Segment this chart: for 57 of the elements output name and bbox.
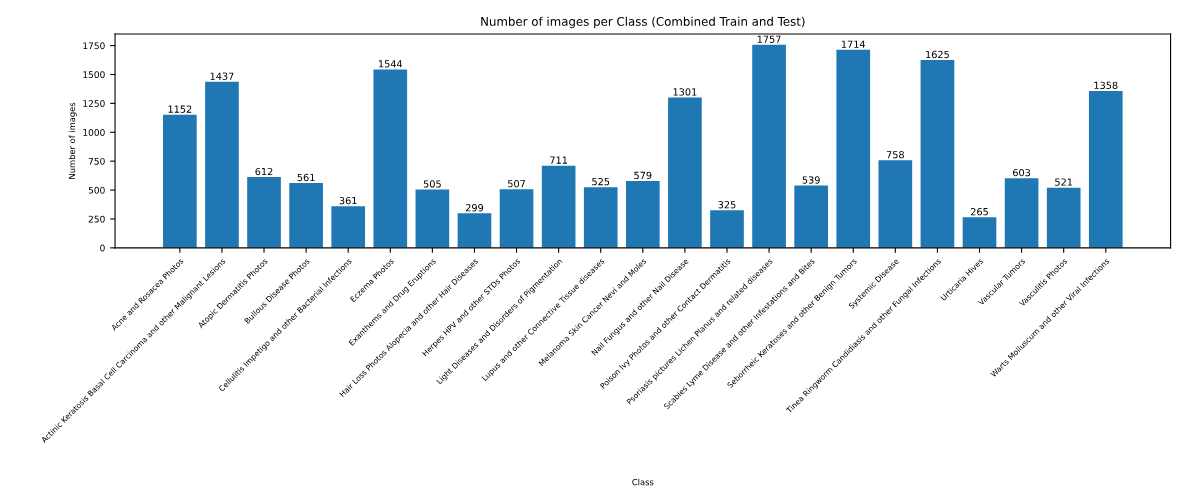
bar bbox=[457, 213, 492, 248]
data-label: 579 bbox=[634, 171, 652, 180]
x-axis-title: Class bbox=[632, 478, 654, 486]
bar bbox=[373, 69, 408, 248]
bar bbox=[205, 81, 239, 248]
data-label: 299 bbox=[465, 204, 484, 212]
data-label: 361 bbox=[339, 196, 357, 205]
y-tick-label: 1750 bbox=[83, 42, 105, 50]
bar bbox=[331, 206, 366, 248]
bar bbox=[878, 160, 913, 248]
bar bbox=[289, 183, 323, 248]
y-tick-label: 250 bbox=[88, 215, 105, 223]
y-tick-label: 1250 bbox=[83, 100, 105, 107]
bar bbox=[794, 185, 828, 248]
bar bbox=[1046, 187, 1081, 248]
data-label: 1714 bbox=[841, 40, 866, 48]
data-label: 521 bbox=[1055, 178, 1073, 186]
bar bbox=[1088, 90, 1123, 248]
y-tick-label: 1000 bbox=[83, 129, 105, 136]
data-label: 1625 bbox=[926, 50, 949, 59]
bar bbox=[962, 217, 997, 248]
bar bbox=[583, 187, 618, 248]
data-label: 603 bbox=[1012, 168, 1031, 177]
bar bbox=[625, 180, 660, 248]
data-label: 265 bbox=[970, 207, 988, 216]
data-label: 1152 bbox=[168, 105, 192, 113]
data-label: 612 bbox=[255, 167, 273, 176]
y-tick-label: 1500 bbox=[83, 71, 105, 79]
data-label: 561 bbox=[297, 173, 315, 182]
bar bbox=[415, 189, 450, 248]
data-label: 758 bbox=[886, 151, 904, 159]
data-label: 507 bbox=[508, 180, 525, 188]
y-tick-label: 750 bbox=[88, 157, 105, 165]
data-label: 539 bbox=[802, 176, 820, 184]
bar bbox=[752, 44, 786, 248]
data-label: 505 bbox=[423, 180, 441, 188]
bar bbox=[710, 210, 744, 248]
bar bbox=[668, 97, 702, 248]
y-tick-label: 500 bbox=[88, 186, 105, 194]
data-label: 1437 bbox=[210, 72, 234, 80]
y-axis-title: Number of images bbox=[68, 102, 77, 179]
data-label: 1301 bbox=[673, 88, 697, 96]
chart-title: Number of images per Class (Combined Train and Test) bbox=[481, 16, 805, 29]
y-tick-label: 0 bbox=[100, 244, 105, 252]
bar bbox=[541, 165, 576, 248]
bar bbox=[920, 60, 955, 248]
data-label: 711 bbox=[550, 156, 568, 164]
bar bbox=[247, 177, 281, 248]
data-label: 1358 bbox=[1094, 81, 1118, 90]
data-label: 525 bbox=[592, 177, 610, 186]
bar bbox=[836, 49, 871, 248]
bar bbox=[499, 189, 534, 248]
bar bbox=[1004, 178, 1039, 248]
bar bbox=[163, 114, 197, 248]
data-label: 1544 bbox=[378, 60, 403, 68]
data-label: 1757 bbox=[757, 35, 781, 43]
data-label: 325 bbox=[718, 201, 736, 209]
